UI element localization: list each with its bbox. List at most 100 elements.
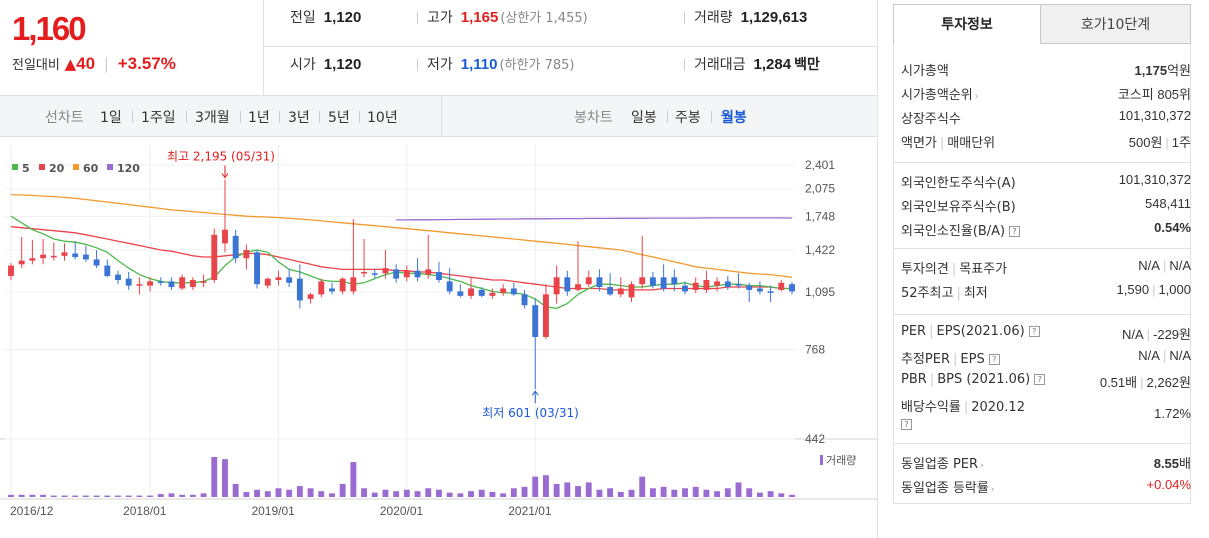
info-row: 시가총액순위 › 코스피 805위 xyxy=(901,84,1191,104)
info-value-text: 8.55 xyxy=(1153,456,1180,471)
volume-bar xyxy=(436,489,442,497)
tab-order-book[interactable]: 호가10단계 xyxy=(1040,4,1191,44)
stat-prev-close: 전일 1,120 xyxy=(290,0,361,47)
candle-body xyxy=(72,253,79,258)
info-key-text: 최저 xyxy=(963,286,988,301)
volume-bar xyxy=(29,494,36,497)
legend-label: 20 xyxy=(49,162,65,175)
min-arrow-head-icon xyxy=(531,390,539,396)
info-key-text: PER xyxy=(901,324,927,339)
volume-bar xyxy=(286,489,293,497)
candle-body xyxy=(232,235,239,259)
info-value-text: 코스피 805위 xyxy=(1117,87,1191,102)
range-3y[interactable]: 3년 xyxy=(288,110,310,126)
candle-monthly[interactable]: 월봉 xyxy=(721,110,747,126)
range-1w[interactable]: 1주일 xyxy=(141,110,176,126)
chart-toolbar: 선차트 1일 1주일 3개월 1년 3년 5년 10년 봉차트 일봉 주봉 월봉 xyxy=(0,95,877,137)
y-tick-label: 2,401 xyxy=(805,158,835,172)
candle-body xyxy=(189,280,196,288)
divider: | xyxy=(1165,135,1169,150)
volume-bar xyxy=(115,495,121,497)
info-value-text: 548,411 xyxy=(1144,196,1191,211)
candle-body xyxy=(714,281,721,286)
range-10y[interactable]: 10년 xyxy=(367,110,398,126)
range-3m[interactable]: 3개월 xyxy=(195,110,230,126)
range-1d[interactable]: 1일 xyxy=(100,110,122,126)
candle-body xyxy=(542,294,549,337)
info-key[interactable]: 동일업종 PER › xyxy=(901,453,984,472)
volume-bar xyxy=(510,488,517,497)
stat-label: 저가 xyxy=(427,57,453,73)
candle-body xyxy=(93,259,100,266)
info-unit: 억원 xyxy=(1167,63,1191,78)
price-change-row: 전일대비 ▲40 | +3.57% xyxy=(12,54,176,74)
stat-low: 저가 1,110 (하한가 785) xyxy=(427,47,574,94)
divider xyxy=(186,111,187,123)
volume-bar xyxy=(489,491,496,497)
volume-bar xyxy=(61,495,68,497)
candle-body xyxy=(179,277,186,289)
divider: | xyxy=(953,352,958,367)
info-row: 외국인한도주식수(A) 101,310,372 xyxy=(901,172,1191,192)
candle-body xyxy=(767,291,774,293)
candle-weekly[interactable]: 주봉 xyxy=(675,110,701,126)
volume-bar xyxy=(382,489,389,497)
candle-body xyxy=(29,258,36,261)
range-1y[interactable]: 1년 xyxy=(248,110,270,126)
volume-bar xyxy=(564,482,571,497)
stats-row: 시가 1,120 저가 1,110 (하한가 785) 거래대금 1,284 백만 xyxy=(264,47,878,94)
volume-bar xyxy=(457,493,464,497)
legend-label: 5 xyxy=(22,162,30,175)
help-icon[interactable]: ? xyxy=(1009,226,1021,237)
info-value-text: 0.51배 xyxy=(1099,375,1138,390)
divider: | xyxy=(951,262,957,277)
candle-body xyxy=(756,288,763,292)
candle-chart-label: 봉차트 xyxy=(574,110,613,126)
candle-body xyxy=(168,281,175,288)
info-key: 외국인보유주식수(B) xyxy=(901,196,1016,215)
info-key-text: 외국인소진율(B/A) xyxy=(901,224,1006,239)
info-key-text: 52주최고 xyxy=(901,286,954,301)
info-value: 1,590 | 1,000 xyxy=(1117,282,1191,297)
candle-body xyxy=(436,271,442,281)
divider xyxy=(711,111,712,123)
min-annotation: 최저 601 (03/31) xyxy=(482,406,579,420)
divider xyxy=(684,59,685,71)
volume-bar xyxy=(211,457,218,497)
info-key[interactable]: 시가총액순위 › xyxy=(901,84,978,103)
candle-body xyxy=(243,250,250,259)
volume-bar xyxy=(339,483,346,497)
candle-daily[interactable]: 일봉 xyxy=(631,110,657,126)
info-value-text: 1주 xyxy=(1171,135,1191,150)
volume-bar xyxy=(789,494,795,497)
tab-investment-info[interactable]: 투자정보 xyxy=(893,4,1041,44)
volume-bar xyxy=(40,494,47,497)
help-icon[interactable]: ? xyxy=(988,354,1000,365)
help-icon[interactable]: ? xyxy=(1034,374,1046,385)
volume-bar xyxy=(50,495,57,497)
volume-bar xyxy=(318,491,325,497)
divider xyxy=(417,59,418,71)
help-icon[interactable]: ? xyxy=(1028,326,1040,337)
info-key[interactable]: 동일업종 등락률 › xyxy=(901,477,994,496)
candle-body xyxy=(649,277,656,286)
volume-bar xyxy=(607,488,614,497)
volume-legend-swatch xyxy=(820,455,823,465)
info-key: PBR | BPS (2021.06)? xyxy=(901,372,1046,387)
y-tick-label: 1,748 xyxy=(805,209,835,223)
help-icon[interactable]: ? xyxy=(901,419,912,430)
candle-body xyxy=(607,287,614,295)
volume-bar xyxy=(200,493,207,497)
volume-bar xyxy=(393,491,400,497)
range-5y[interactable]: 5년 xyxy=(328,110,350,126)
divider: | xyxy=(1146,327,1151,342)
info-value-text: -229원 xyxy=(1153,327,1191,342)
candle-body xyxy=(382,268,389,274)
candle-body xyxy=(18,260,25,265)
info-key: 배당수익률 | 2020.12 xyxy=(901,396,1025,415)
info-value: +0.04% xyxy=(1147,477,1191,492)
divider: | xyxy=(1152,282,1156,297)
candle-body xyxy=(200,281,207,283)
candle-body xyxy=(778,282,785,290)
change-label: 전일대비 xyxy=(12,58,60,73)
